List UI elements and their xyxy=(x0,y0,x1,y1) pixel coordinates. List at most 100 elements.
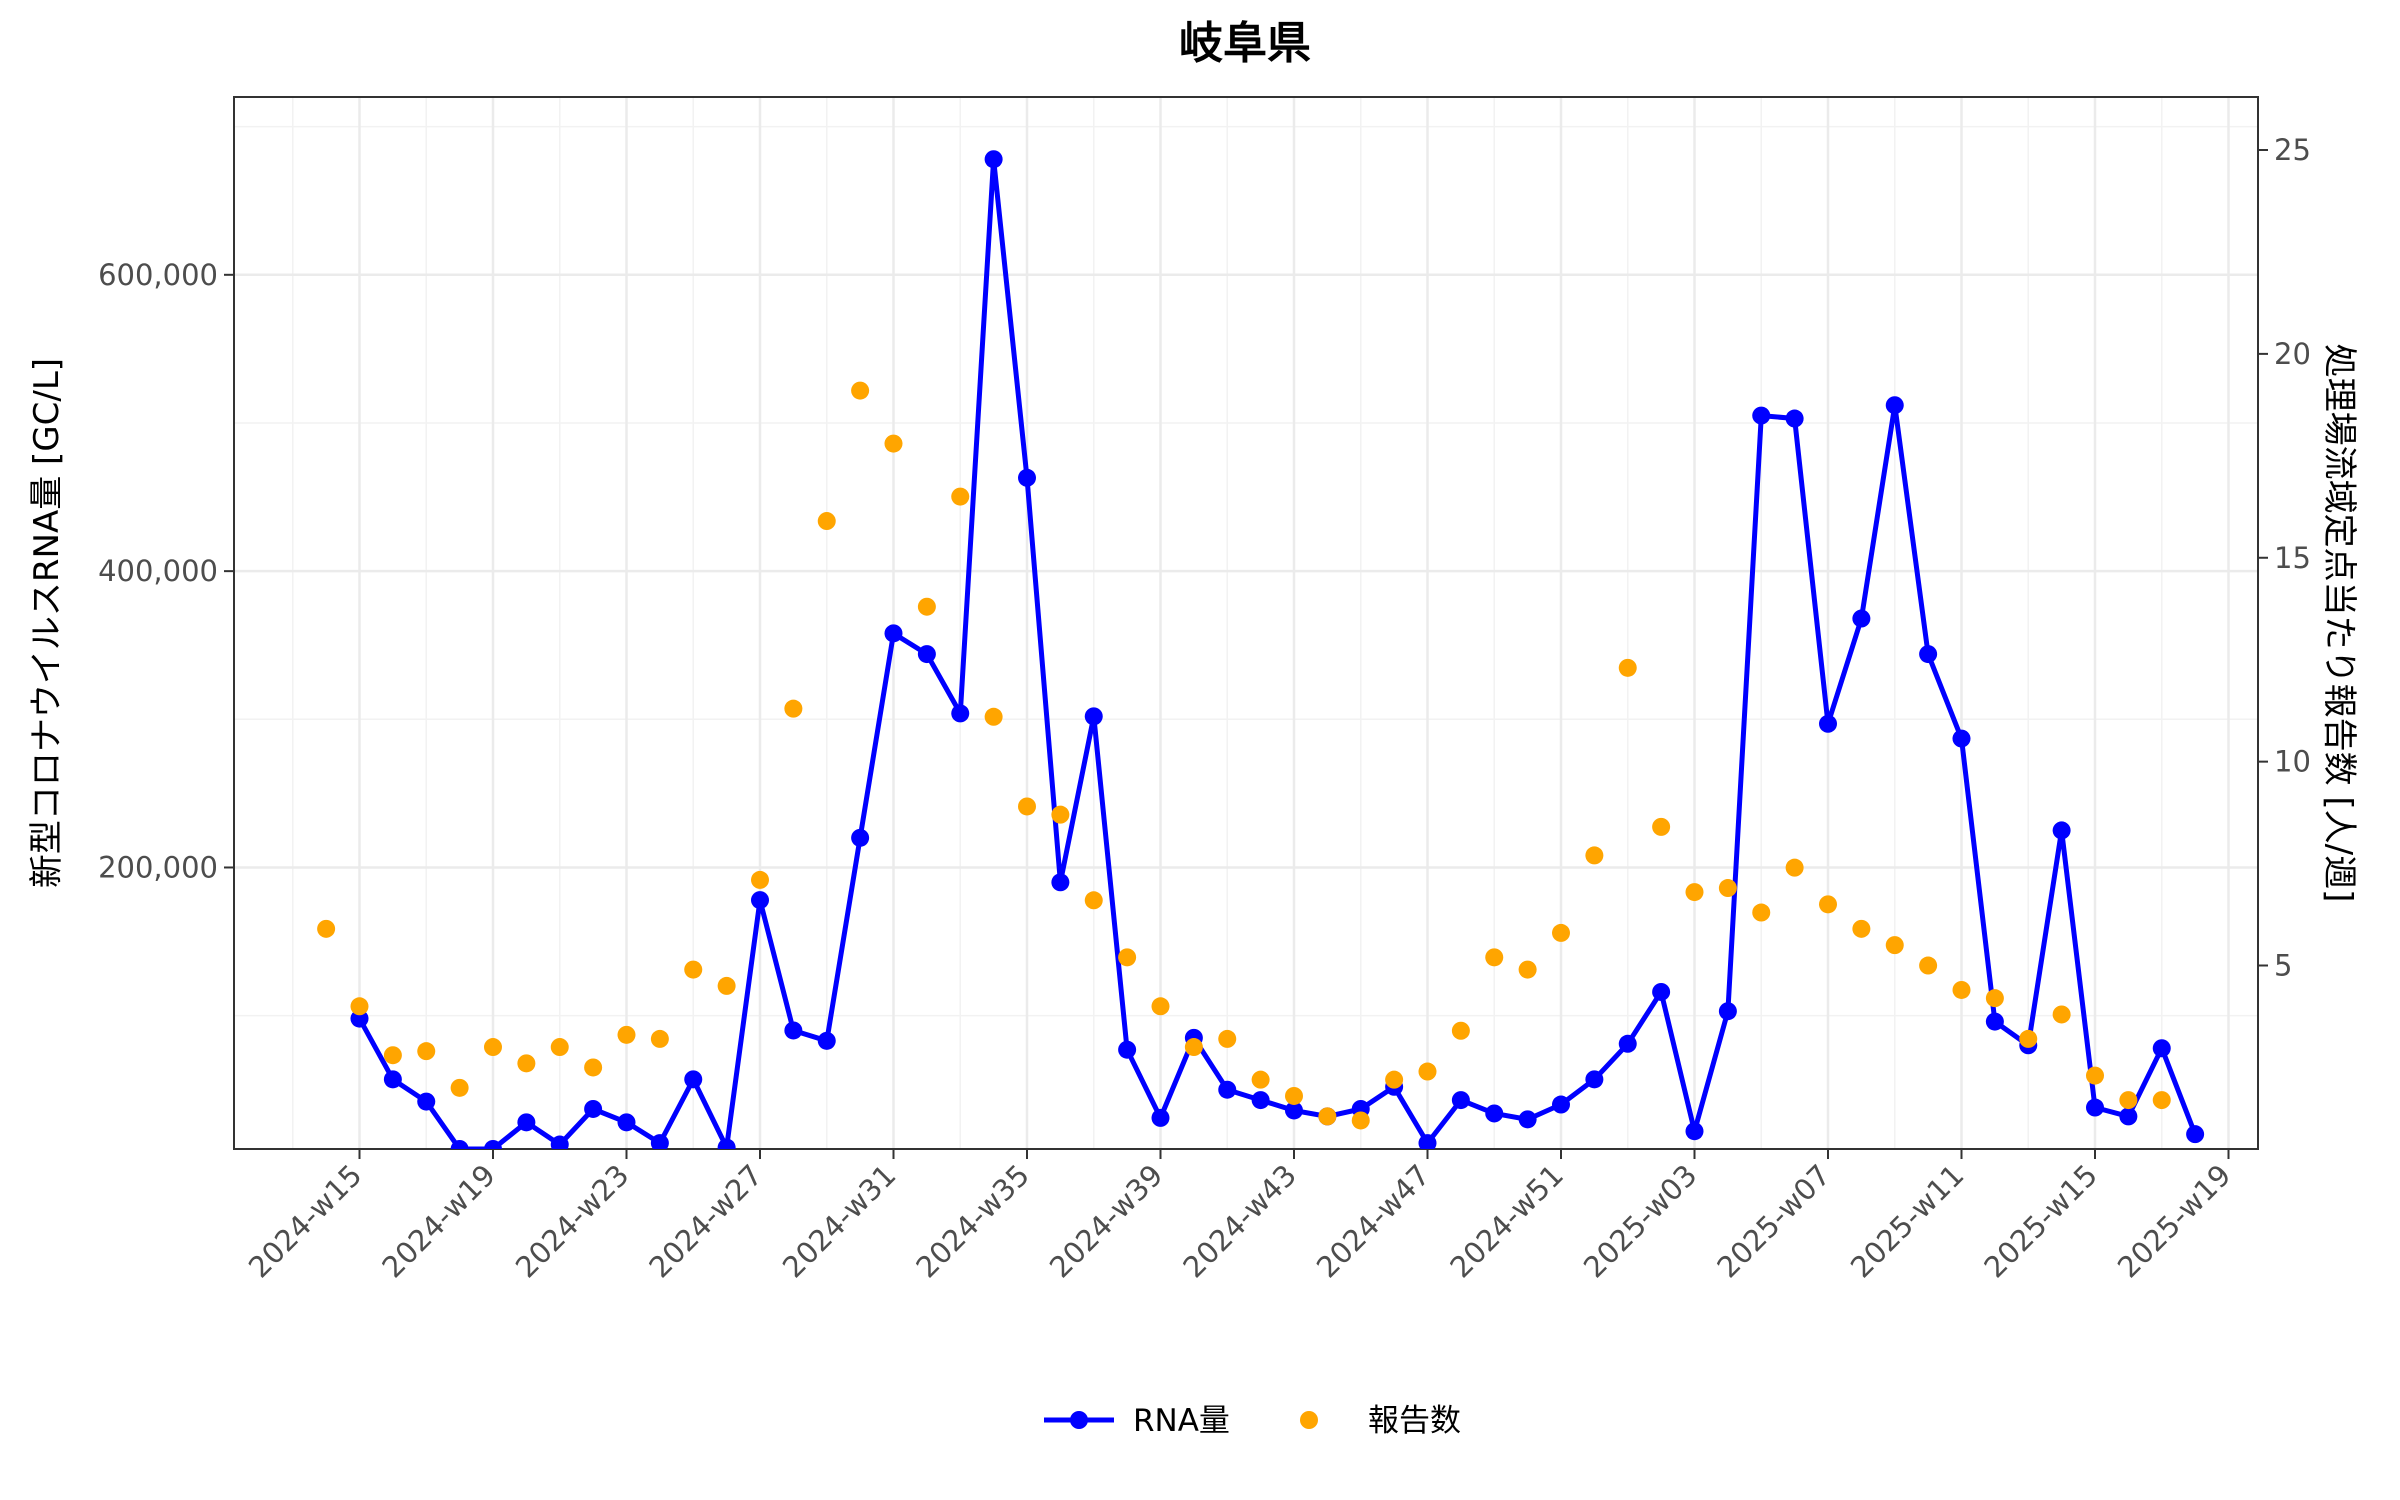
report-point xyxy=(1018,797,1036,816)
report-point xyxy=(1585,846,1604,865)
rna-line xyxy=(357,156,2198,1149)
plot-panel xyxy=(233,96,2259,1150)
rna-point xyxy=(2086,1098,2104,1117)
legend-label-rna: RNA量 xyxy=(1133,1403,1230,1439)
rna-point xyxy=(1618,1034,1637,1053)
report-point xyxy=(484,1038,502,1057)
rna-point xyxy=(1552,1095,1570,1114)
x-tick-label: 2024-w35 xyxy=(909,1158,1035,1284)
report-point xyxy=(650,1029,669,1048)
rna-point xyxy=(1819,714,1837,733)
y-axis-title-left: 新型コロナウイルスRNA量 [GC/L] xyxy=(27,358,67,888)
report-point xyxy=(1785,858,1804,877)
report-point xyxy=(917,597,936,616)
x-tick-label: 2025-w03 xyxy=(1577,1158,1703,1284)
report-point xyxy=(1418,1062,1437,1081)
report-point xyxy=(350,997,369,1016)
rna-point xyxy=(1451,1091,1470,1110)
report-point xyxy=(751,870,769,889)
report-point xyxy=(717,976,736,995)
rna-point xyxy=(2186,1125,2205,1144)
rna-point xyxy=(684,1070,703,1089)
x-tick-label: 2024-w43 xyxy=(1176,1158,1302,1284)
x-tick-label: 2025-w07 xyxy=(1710,1158,1836,1284)
report-point xyxy=(984,707,1003,726)
report-point xyxy=(450,1078,469,1097)
report-point xyxy=(1518,960,1537,979)
x-tick-label: 2024-w39 xyxy=(1043,1158,1169,1284)
x-tick-label: 2024-w15 xyxy=(242,1158,368,1284)
rna-point xyxy=(417,1092,436,1111)
report-point xyxy=(1118,948,1137,967)
rna-point xyxy=(1051,873,1070,892)
report-point xyxy=(1919,956,1938,975)
y-tick-label-right: 25 xyxy=(2274,133,2311,167)
report-point xyxy=(1652,817,1671,836)
report-point xyxy=(1385,1070,1404,1089)
rna-point xyxy=(1018,468,1036,487)
legend-marker-reports xyxy=(1300,1411,1318,1429)
report-point xyxy=(1285,1086,1303,1105)
report-point xyxy=(383,1046,402,1065)
x-tick-label: 2025-w11 xyxy=(1844,1158,1970,1284)
report-point xyxy=(851,381,870,400)
rna-point xyxy=(1118,1040,1137,1059)
rna-point xyxy=(1985,1012,2004,1031)
report-point xyxy=(1084,891,1103,910)
y-tick-label-left: 200,000 xyxy=(98,850,218,884)
x-tick-label: 2024-w23 xyxy=(509,1158,635,1284)
rna-point xyxy=(751,891,769,910)
report-point xyxy=(584,1058,603,1077)
rna-point xyxy=(1285,1101,1303,1120)
x-tick-label: 2024-w19 xyxy=(375,1158,501,1284)
y-tick-label-left: 600,000 xyxy=(98,258,218,292)
rna-point xyxy=(1885,396,1904,415)
report-point xyxy=(1218,1029,1237,1048)
rna-point xyxy=(1785,409,1804,428)
rna-point xyxy=(2052,821,2071,840)
rna-point xyxy=(1952,729,1971,748)
report-point xyxy=(1184,1038,1203,1057)
y-tick-label-right: 5 xyxy=(2274,949,2292,983)
rna-point xyxy=(884,624,903,643)
report-point xyxy=(817,512,836,531)
report-point xyxy=(550,1038,569,1057)
chart-title: 岐阜県 xyxy=(1179,18,1311,69)
report-point xyxy=(617,1025,636,1044)
legend: RNA量 報告数 xyxy=(1044,1403,1461,1439)
axes: 2024-w15 2024-w19 2024-w23 2024-w27 2024-w31… xyxy=(98,133,2311,1284)
report-point xyxy=(2052,1005,2071,1024)
rna-point xyxy=(2119,1107,2138,1126)
report-point xyxy=(1618,658,1637,677)
report-point xyxy=(317,919,336,938)
legend-label-reports: 報告数 xyxy=(1368,1403,1461,1439)
report-point xyxy=(1852,919,1871,938)
report-point xyxy=(517,1054,536,1073)
rna-point xyxy=(617,1113,636,1132)
x-tick-label: 2024-w47 xyxy=(1310,1158,1436,1284)
report-point xyxy=(2152,1091,2171,1110)
rna-point xyxy=(1852,609,1871,628)
x-tick-label: 2025-w19 xyxy=(2111,1158,2237,1284)
report-point xyxy=(1718,879,1737,898)
report-point xyxy=(1351,1111,1370,1130)
rna-point xyxy=(717,1138,736,1149)
y-tick-label-right: 10 xyxy=(2274,745,2311,779)
rna-point xyxy=(784,1021,803,1040)
rna-point xyxy=(484,1140,502,1149)
report-point xyxy=(2019,1029,2038,1048)
report-point xyxy=(1552,923,1570,942)
report-point xyxy=(1819,895,1837,914)
rna-point xyxy=(1718,1002,1737,1021)
y-tick-label-left: 400,000 xyxy=(98,554,218,588)
rna-point xyxy=(517,1113,536,1132)
rna-point xyxy=(350,1009,369,1028)
rna-point xyxy=(1218,1080,1237,1099)
rna-point xyxy=(1752,406,1771,425)
rna-point xyxy=(1084,707,1103,726)
legend-marker-rna xyxy=(1070,1411,1088,1429)
y-tick-label-right: 20 xyxy=(2274,337,2311,371)
report-point xyxy=(1752,903,1771,922)
report-point xyxy=(784,699,803,718)
